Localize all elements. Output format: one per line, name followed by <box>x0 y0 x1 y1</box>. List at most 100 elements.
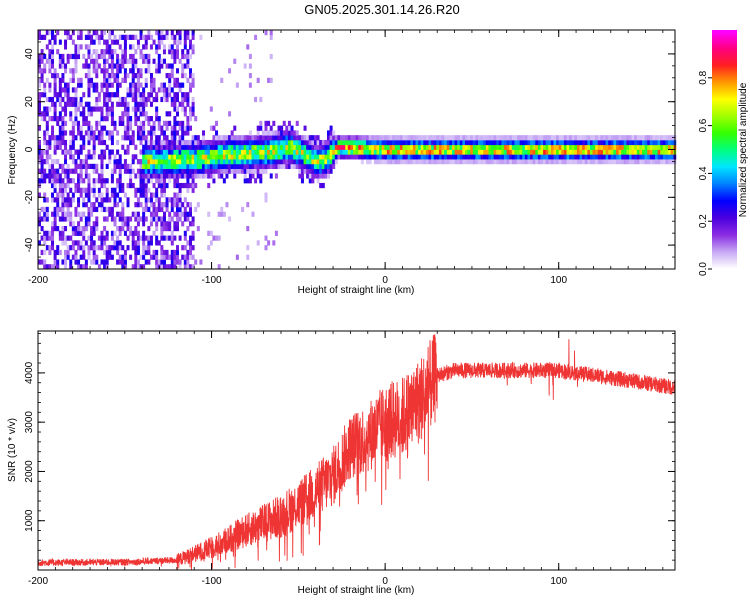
spectrogram-cell <box>134 173 138 179</box>
spectrogram-cell <box>139 264 143 270</box>
spectrogram-cell <box>142 206 146 213</box>
spectrogram-cell <box>105 192 109 198</box>
spectrogram-cell <box>48 39 52 45</box>
spectrogram-cell <box>53 259 57 265</box>
spectrogram-cell <box>196 139 200 146</box>
spectrogram-cell <box>366 154 370 160</box>
spectrogram-cell <box>587 135 591 141</box>
spectrogram-cell <box>631 154 635 160</box>
spectrogram-cell <box>105 130 109 136</box>
spectrogram-cell <box>170 68 174 74</box>
spectrogram-cell <box>225 144 229 150</box>
spectrogram-cell <box>53 68 57 74</box>
spectrogram-cell <box>40 34 44 40</box>
spectrogram-cell <box>175 92 179 98</box>
spectrogram-cell <box>665 154 669 160</box>
spectrogram-cell <box>269 173 273 179</box>
spectrogram-cell <box>134 225 138 232</box>
spectrogram-cell <box>168 159 172 165</box>
spectrogram-cell <box>246 178 250 184</box>
spectrogram-cell <box>139 34 143 40</box>
spectrogram-cell <box>553 154 557 160</box>
spectrogram-cell <box>131 34 135 40</box>
colorbar-strip <box>712 31 737 35</box>
spectrogram-cell <box>69 235 73 241</box>
spectrogram-cell <box>118 230 122 236</box>
spectrogram-cell <box>103 216 107 222</box>
spectrogram-cell <box>233 149 237 155</box>
spectrogram-cell <box>397 135 401 141</box>
spectrogram-cell <box>514 135 518 141</box>
spectrogram-cell <box>173 39 177 45</box>
spectrogram-cell <box>183 173 187 179</box>
spectrogram-cell <box>162 192 166 198</box>
spectrogram-cell <box>332 159 336 165</box>
spectrogram-cell <box>170 73 174 79</box>
spectrogram-cell <box>40 53 44 60</box>
spectrogram-cell <box>467 135 471 141</box>
spectrogram-y-tick-label: -40 <box>24 237 35 252</box>
colorbar-strip <box>712 185 737 188</box>
spectrogram-cell <box>592 135 596 141</box>
spectrogram-cell <box>121 135 125 141</box>
spectrogram-cell <box>597 135 601 141</box>
spectrogram-cell <box>579 144 583 150</box>
spectrogram-cell <box>66 58 70 64</box>
spectrogram-cell <box>371 135 375 141</box>
spectrogram-cell <box>548 149 552 155</box>
spectrogram-cell <box>496 149 500 155</box>
spectrogram-cell <box>131 182 135 189</box>
spectrogram-cell <box>40 149 44 155</box>
spectrogram-cell <box>326 139 330 146</box>
spectrogram-cell <box>267 240 271 246</box>
spectrogram-cell <box>149 168 153 174</box>
spectrogram-cell <box>134 264 138 270</box>
spectrogram-cell <box>95 82 99 88</box>
spectrogram-cell <box>40 206 44 213</box>
spectrogram-cell <box>155 178 159 184</box>
spectrogram-cell <box>300 173 304 179</box>
spectrogram-cell <box>191 187 195 193</box>
spectrogram-cell <box>69 187 73 193</box>
spectrogram-cell <box>527 144 531 150</box>
spectrogram-cell <box>418 149 422 155</box>
spectrogram-cell <box>189 154 193 160</box>
spectrogram-cell <box>535 135 539 141</box>
spectrogram-cell <box>267 120 271 126</box>
spectrogram-cell <box>394 154 398 160</box>
spectrogram-cell <box>332 144 336 150</box>
spectrogram-cell <box>178 144 182 150</box>
spectrogram-cell <box>287 154 291 160</box>
spectrogram-cell <box>269 135 273 141</box>
spectrogram-cell <box>194 159 198 165</box>
spectrogram-cell <box>423 154 427 160</box>
spectrogram-cell <box>152 58 156 64</box>
spectrogram-cell <box>639 159 643 165</box>
spectrogram-cell <box>100 82 104 88</box>
colorbar-strip <box>712 113 737 117</box>
spectrogram-cell <box>170 216 174 222</box>
spectrogram-cell <box>69 111 73 117</box>
spectrogram-cell <box>243 149 247 155</box>
spectrogram-cell <box>149 159 153 165</box>
spectrogram-cell <box>186 149 190 155</box>
spectrogram-cell <box>118 68 122 74</box>
spectrogram-cell <box>402 139 406 146</box>
spectrogram-cell <box>566 139 570 146</box>
spectrogram-cell <box>116 245 120 251</box>
spectrogram-cell <box>251 159 255 165</box>
spectrogram-cell <box>74 49 78 55</box>
spectrogram-cell <box>61 125 65 131</box>
spectrogram-cell <box>550 144 554 150</box>
spectrogram-cell <box>433 149 437 155</box>
colorbar-strip <box>712 95 737 99</box>
colorbar-strip <box>712 91 737 95</box>
spectrogram-cell <box>118 254 122 260</box>
spectrogram-cell <box>92 130 96 136</box>
spectrogram-cell <box>230 130 234 136</box>
spectrogram-cell <box>209 168 213 174</box>
spectrogram-cell <box>79 230 83 236</box>
spectrogram-cell <box>53 187 57 193</box>
spectrogram-cell <box>56 206 60 213</box>
colorbar-strip <box>712 83 737 87</box>
